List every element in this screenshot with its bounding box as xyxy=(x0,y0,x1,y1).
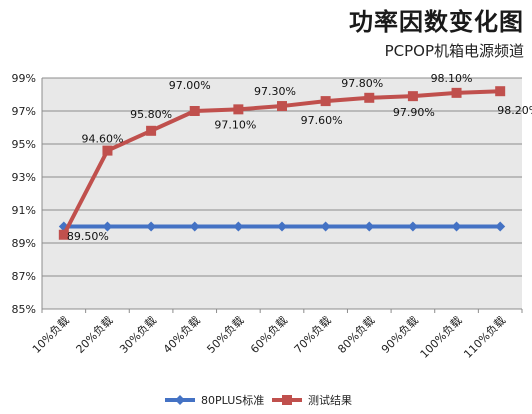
x-tick-label: 90%负载 xyxy=(378,313,421,356)
legend-marker xyxy=(282,395,292,405)
legend-label: 80PLUS标准 xyxy=(201,393,264,407)
legend-item-80plus: 80PLUS标准 xyxy=(165,393,264,407)
data-point xyxy=(495,221,506,232)
data-point xyxy=(102,221,113,232)
data-point xyxy=(364,221,375,232)
data-point xyxy=(277,221,287,232)
y-tick-label: 87% xyxy=(12,270,36,283)
legend: 80PLUS标准 测试结果 xyxy=(165,393,352,407)
data-labels: 89.50% 94.60% 95.80% 97.00% 97.10% 97.30% 97.6… xyxy=(67,72,532,243)
x-tick-label: 40%负载 xyxy=(160,313,203,356)
data-point xyxy=(364,92,375,103)
x-tick-label: 20%负载 xyxy=(73,313,116,356)
data-label: 97.60% xyxy=(301,114,343,127)
data-label: 97.30% xyxy=(254,85,296,98)
x-tick-label: 100%负载 xyxy=(417,313,465,361)
data-label: 98.10% xyxy=(431,72,473,85)
data-label: 97.00% xyxy=(169,79,211,92)
legend-item-test-result: 测试结果 xyxy=(272,394,352,407)
data-label: 89.50% xyxy=(67,230,109,243)
data-point xyxy=(320,221,331,232)
y-tick-label: 91% xyxy=(12,204,36,217)
y-tick-label: 85% xyxy=(12,303,36,316)
x-tick-label: 10%负载 xyxy=(29,313,72,356)
legend-marker xyxy=(175,395,185,405)
series-80plus xyxy=(58,221,506,232)
data-point xyxy=(407,221,418,232)
data-label: 97.90% xyxy=(393,106,435,119)
y-tick-label: 97% xyxy=(12,105,36,118)
data-label: 97.80% xyxy=(341,77,383,90)
data-point xyxy=(277,101,287,112)
data-point xyxy=(495,86,506,97)
data-point xyxy=(451,221,462,232)
y-tick-label: 93% xyxy=(12,171,36,184)
data-point xyxy=(233,221,244,232)
y-axis: 85% 87% 89% 91% 93% 95% 97% 99% xyxy=(12,72,43,316)
x-axis: 10%负载 20%负载 30%负载 40%负载 50%负载 60%负载 70%负载 80%负载… xyxy=(29,308,523,361)
x-tick-label: 50%负载 xyxy=(204,313,247,356)
data-point xyxy=(407,91,418,102)
data-point xyxy=(58,221,69,232)
y-tick-label: 95% xyxy=(12,138,36,151)
plot-area xyxy=(42,78,522,309)
legend-label: 测试结果 xyxy=(308,394,352,407)
data-point xyxy=(102,145,113,156)
x-tick-label: 60%负载 xyxy=(247,313,290,356)
data-point xyxy=(58,229,69,240)
data-point xyxy=(189,221,200,232)
data-point xyxy=(451,87,462,98)
x-tick-label: 30%负载 xyxy=(116,313,159,356)
data-label: 97.10% xyxy=(214,118,256,131)
chart-subtitle: PCPOP机箱电源频道 xyxy=(384,42,524,60)
y-tick-label: 99% xyxy=(12,72,36,85)
data-point xyxy=(233,104,244,115)
data-label: 94.60% xyxy=(81,133,123,146)
data-point xyxy=(146,221,157,232)
x-tick-label: 110%负载 xyxy=(461,313,509,361)
data-label: 95.80% xyxy=(130,108,172,121)
y-tick-label: 89% xyxy=(12,237,36,250)
x-tick-label: 70%负载 xyxy=(291,313,334,356)
data-point xyxy=(146,125,157,136)
chart-title: 功率因数变化图 xyxy=(349,8,524,36)
data-point xyxy=(320,96,331,107)
data-label: 98.20% xyxy=(497,104,532,117)
x-tick-label: 80%负载 xyxy=(335,313,378,356)
data-point xyxy=(189,106,200,116)
series-layer xyxy=(58,86,506,240)
series-test-result xyxy=(58,86,506,240)
